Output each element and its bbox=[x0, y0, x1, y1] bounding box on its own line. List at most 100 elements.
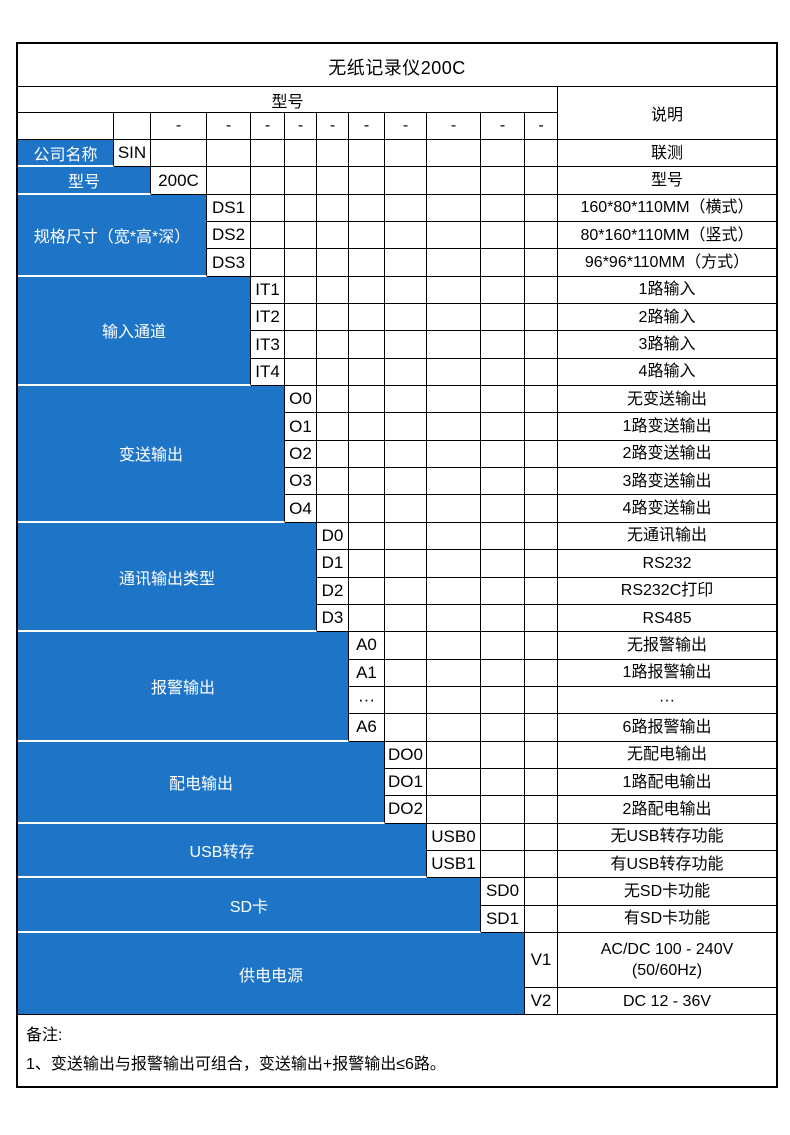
model-separator-cell: - bbox=[481, 113, 525, 140]
empty-cell bbox=[525, 878, 558, 906]
empty-cell bbox=[317, 249, 349, 277]
empty-cell bbox=[385, 194, 427, 223]
empty-cell bbox=[481, 632, 525, 660]
empty-cell bbox=[525, 550, 558, 578]
empty-cell bbox=[285, 358, 317, 387]
section-label-transmit-output: 变送输出 bbox=[18, 386, 285, 523]
empty-cell bbox=[317, 440, 349, 469]
empty-cell bbox=[525, 768, 558, 797]
empty-cell bbox=[349, 167, 385, 195]
option-description: 1路配电输出 bbox=[558, 769, 777, 797]
empty-cell bbox=[385, 577, 427, 605]
empty-cell bbox=[317, 331, 349, 359]
empty-cell bbox=[317, 304, 349, 332]
section-label-distribution-output: 配电输出 bbox=[18, 741, 385, 824]
option-description: 2路配电输出 bbox=[558, 796, 777, 824]
empty-cell bbox=[317, 468, 349, 496]
empty-cell bbox=[385, 249, 427, 277]
empty-cell bbox=[525, 468, 558, 496]
empty-cell bbox=[385, 413, 427, 441]
empty-cell bbox=[251, 194, 285, 223]
empty-cell bbox=[317, 276, 349, 305]
empty-cell bbox=[525, 194, 558, 223]
empty-cell bbox=[525, 304, 558, 332]
empty-cell bbox=[427, 714, 481, 742]
empty-cell bbox=[385, 632, 427, 660]
section-label-sd-card: SD卡 bbox=[18, 878, 481, 933]
option-code: A1 bbox=[349, 659, 385, 687]
empty-cell bbox=[385, 440, 427, 469]
empty-cell bbox=[317, 495, 349, 523]
option-code: SIN bbox=[114, 140, 151, 168]
empty-cell bbox=[525, 413, 558, 441]
empty-cell bbox=[427, 194, 481, 223]
option-code: IT1 bbox=[251, 276, 285, 305]
empty-cell bbox=[525, 440, 558, 469]
empty-cell bbox=[317, 167, 349, 195]
empty-cell bbox=[481, 741, 525, 769]
empty-cell bbox=[349, 604, 385, 633]
empty-cell bbox=[525, 331, 558, 359]
empty-cell bbox=[525, 167, 558, 195]
empty-cell bbox=[525, 659, 558, 687]
empty-cell bbox=[385, 522, 427, 551]
option-description: 有USB转存功能 bbox=[558, 851, 777, 879]
empty-cell bbox=[525, 741, 558, 769]
empty-cell bbox=[481, 577, 525, 605]
option-code: V1 bbox=[525, 932, 558, 988]
empty-cell bbox=[481, 714, 525, 742]
empty-cell bbox=[285, 167, 317, 195]
empty-cell bbox=[525, 577, 558, 605]
option-description: 1路输入 bbox=[558, 277, 777, 305]
option-description: 2路输入 bbox=[558, 304, 777, 332]
empty-cell bbox=[525, 632, 558, 660]
option-code: D1 bbox=[317, 550, 349, 578]
empty-cell bbox=[481, 550, 525, 578]
empty-cell bbox=[385, 140, 427, 168]
empty-cell bbox=[427, 659, 481, 687]
option-code: O3 bbox=[285, 468, 317, 496]
option-code: USB0 bbox=[427, 823, 481, 851]
empty-cell bbox=[481, 358, 525, 387]
empty-cell bbox=[349, 194, 385, 223]
section-label-usb-transfer: USB转存 bbox=[18, 823, 427, 879]
empty-cell bbox=[481, 659, 525, 687]
option-description: 无SD卡功能 bbox=[558, 878, 777, 906]
option-description: 无USB转存功能 bbox=[558, 824, 777, 851]
option-description: 4路变送输出 bbox=[558, 495, 777, 523]
empty-cell bbox=[285, 222, 317, 250]
notes-heading: 备注: bbox=[26, 1027, 63, 1045]
empty-cell bbox=[349, 276, 385, 305]
empty-cell bbox=[481, 140, 525, 168]
option-description: 80*160*110MM（竖式） bbox=[558, 222, 777, 250]
model-separator-cell: - bbox=[285, 113, 317, 140]
empty-cell bbox=[427, 686, 481, 715]
empty-cell bbox=[317, 194, 349, 223]
option-code: A0 bbox=[349, 632, 385, 660]
option-code: O2 bbox=[285, 440, 317, 469]
notes-block: 备注: 1、变送输出与报警输出可组合，变送输出+报警输出≤6路。 bbox=[18, 1015, 776, 1086]
empty-cell bbox=[251, 222, 285, 250]
option-description: ··· bbox=[558, 687, 777, 715]
empty-cell bbox=[317, 386, 349, 414]
option-description: 型号 bbox=[558, 167, 777, 195]
empty-cell bbox=[349, 550, 385, 578]
empty-cell bbox=[427, 495, 481, 523]
empty-cell bbox=[481, 167, 525, 195]
empty-cell bbox=[385, 331, 427, 359]
empty-cell bbox=[349, 413, 385, 441]
option-description: DC 12 - 36V bbox=[558, 988, 777, 1016]
empty-cell bbox=[525, 686, 558, 715]
empty-cell bbox=[481, 796, 525, 824]
empty-cell bbox=[427, 632, 481, 660]
empty-cell bbox=[285, 276, 317, 305]
option-code: DS1 bbox=[207, 194, 251, 223]
empty-cell bbox=[207, 167, 251, 195]
option-code: SD0 bbox=[481, 878, 525, 906]
empty-cell bbox=[427, 577, 481, 605]
empty-cell bbox=[385, 468, 427, 496]
section-label-alarm-output: 报警输出 bbox=[18, 632, 349, 742]
empty-cell bbox=[349, 222, 385, 250]
option-code: SD1 bbox=[481, 905, 525, 933]
empty-cell bbox=[525, 714, 558, 742]
